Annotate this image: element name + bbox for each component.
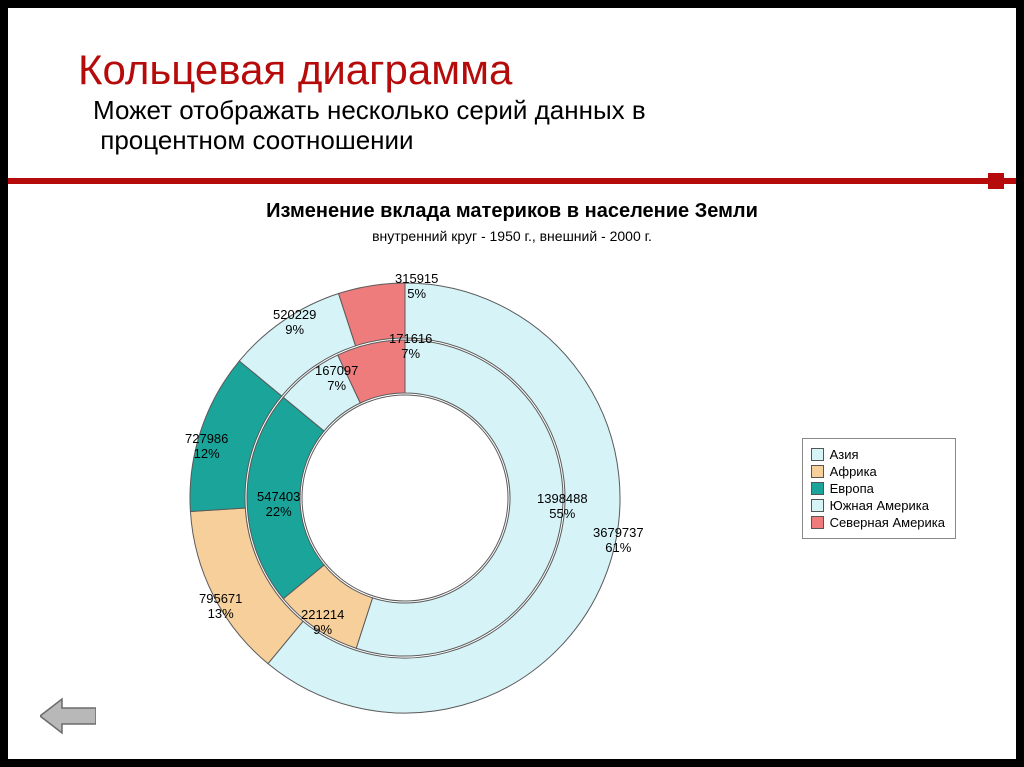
arrow-left-icon bbox=[40, 697, 96, 735]
subtitle-line2: процентном соотношении bbox=[100, 125, 413, 155]
legend-label: Южная Америка bbox=[830, 498, 929, 513]
donut-chart: 367973761% 79567113% 72798612% 5202299% … bbox=[163, 256, 647, 740]
legend-item: Южная Америка bbox=[811, 498, 945, 513]
legend-item: Азия bbox=[811, 447, 945, 462]
slide-subtitle: Может отображать несколько серий данных … bbox=[93, 96, 646, 156]
chart-title: Изменение вклада материков в население З… bbox=[8, 200, 1016, 223]
slide: Кольцевая диаграмма Может отображать нес… bbox=[8, 8, 1016, 759]
prev-slide-button[interactable] bbox=[40, 697, 96, 735]
legend-swatch bbox=[811, 499, 824, 512]
chart-subtitle: внутренний круг - 1950 г., внешний - 200… bbox=[8, 228, 1016, 244]
legend-item: Северная Америка bbox=[811, 515, 945, 530]
subtitle-line1: Может отображать несколько серий данных … bbox=[93, 95, 646, 125]
legend: Азия Африка Европа Южная Америка Северна… bbox=[802, 438, 956, 539]
legend-label: Африка bbox=[830, 464, 877, 479]
legend-label: Европа bbox=[830, 481, 874, 496]
legend-label: Северная Америка bbox=[830, 515, 945, 530]
legend-swatch bbox=[811, 448, 824, 461]
legend-swatch bbox=[811, 482, 824, 495]
legend-swatch bbox=[811, 516, 824, 529]
divider-rule bbox=[8, 178, 1016, 184]
slide-title: Кольцевая диаграмма bbox=[78, 46, 512, 94]
legend-label: Азия bbox=[830, 447, 859, 462]
donut-svg bbox=[163, 256, 647, 740]
legend-item: Европа bbox=[811, 481, 945, 496]
legend-item: Африка bbox=[811, 464, 945, 479]
legend-swatch bbox=[811, 465, 824, 478]
